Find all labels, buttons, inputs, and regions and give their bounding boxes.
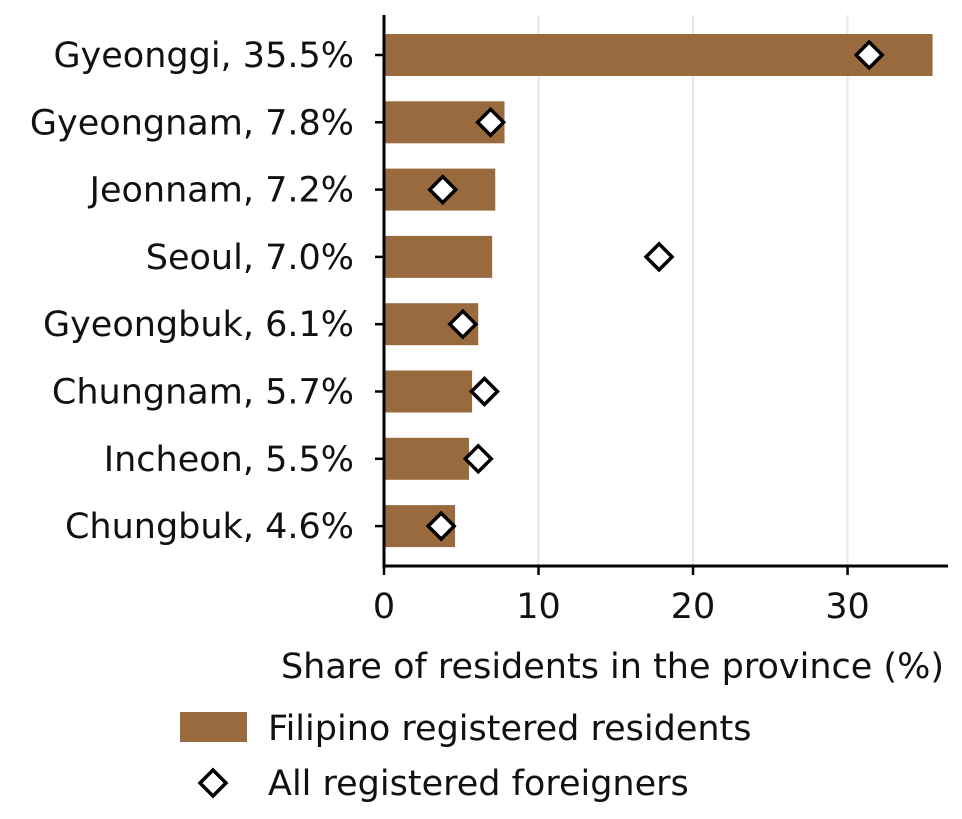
x-tick-label: 20 [671, 587, 716, 627]
category-label: Chungnam, 5.7% [52, 373, 354, 413]
x-tick-label: 10 [516, 587, 561, 627]
category-label: Gyeonggi, 35.5% [53, 36, 354, 76]
x-axis-title: Share of residents in the province (%) [281, 647, 944, 687]
bar [384, 437, 469, 480]
bar-series [384, 34, 933, 548]
x-tick-label: 0 [373, 587, 395, 627]
legend: Filipino registered residents All regist… [180, 709, 752, 804]
category-label: Jeonnam, 7.2% [88, 171, 354, 211]
diamond-series [425, 39, 885, 542]
diamond-point [425, 510, 457, 542]
category-label: Gyeongbuk, 6.1% [43, 305, 354, 345]
category-label: Incheon, 5.5% [104, 440, 354, 480]
diamond-point [468, 376, 500, 407]
category-label: Gyeongnam, 7.8% [30, 103, 354, 143]
legend-bar-label: Filipino registered residents [268, 709, 752, 749]
diamond-point [475, 106, 507, 138]
diamond-point [853, 39, 885, 71]
diamond-point [427, 174, 459, 206]
diamond-point [447, 308, 479, 340]
category-label: Chungbuk, 4.6% [65, 507, 354, 547]
legend-bar-swatch [180, 712, 247, 742]
legend-diamond-label: All registered foreigners [268, 764, 689, 804]
x-tick-label: 30 [825, 587, 870, 627]
bar [384, 34, 933, 76]
grid-lines [537, 15, 849, 566]
category-labels: Gyeonggi, 35.5% Gyeongnam, 7.8% Jeonnam, 7… [30, 36, 384, 547]
bar [384, 370, 473, 413]
diamond-point [643, 241, 675, 273]
diamond-point [462, 443, 494, 475]
x-tick-labels: 0 10 20 30 [373, 566, 870, 627]
legend-diamond-swatch [197, 767, 229, 799]
bar [384, 235, 493, 278]
category-label: Seoul, 7.0% [146, 238, 354, 278]
